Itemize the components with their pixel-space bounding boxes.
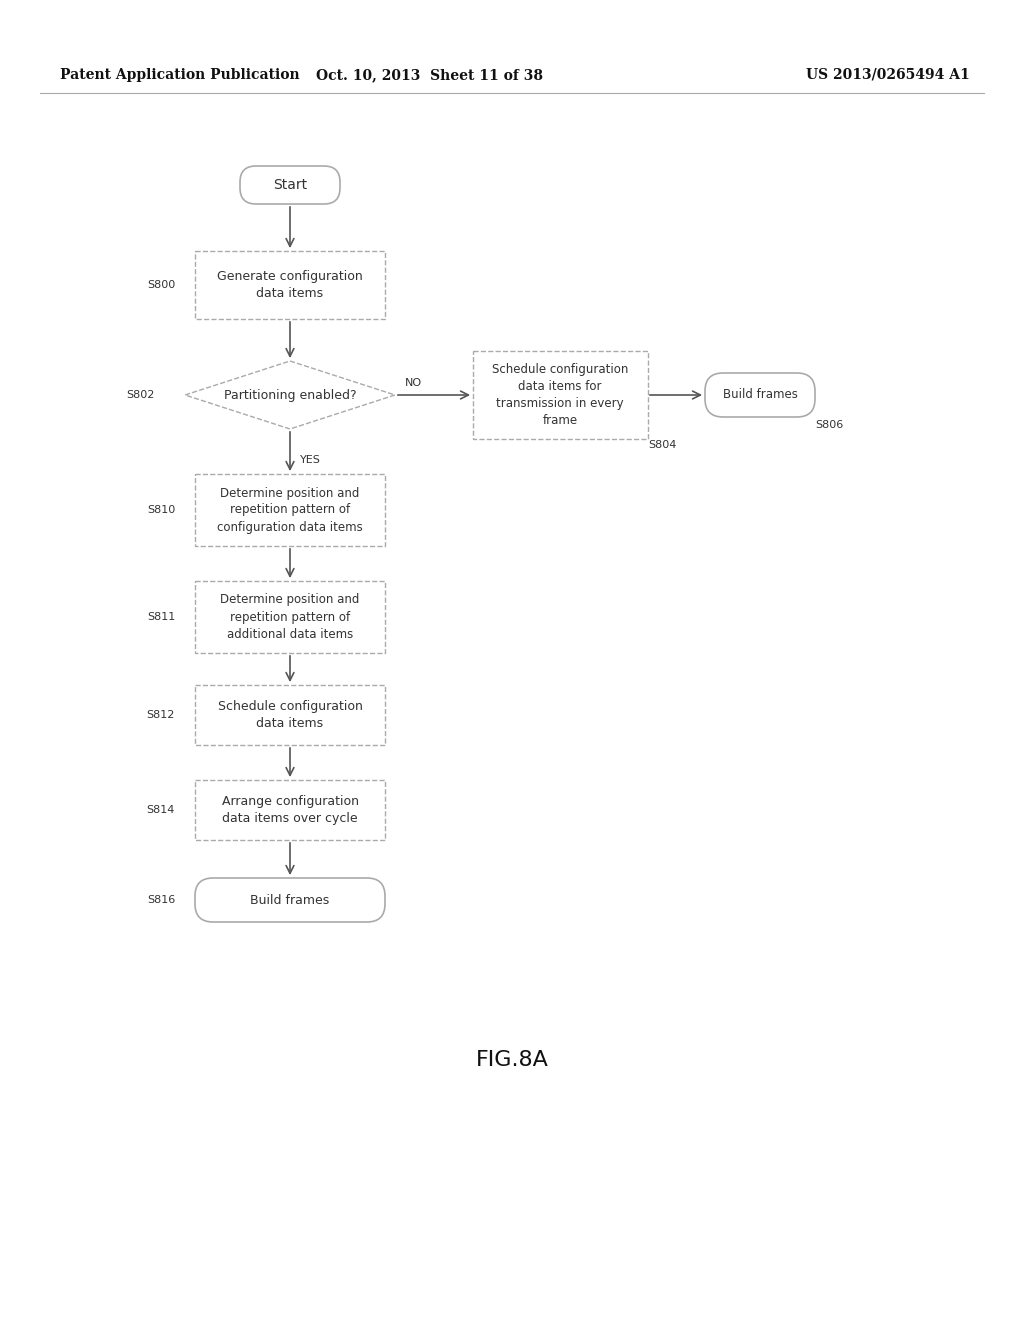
Text: Partitioning enabled?: Partitioning enabled? [223, 388, 356, 401]
FancyBboxPatch shape [195, 878, 385, 921]
Bar [195, 780, 385, 840]
Text: Start: Start [273, 178, 307, 191]
Bar [195, 685, 385, 744]
Text: S811: S811 [146, 612, 175, 622]
Text: S800: S800 [146, 280, 175, 290]
Text: S810: S810 [146, 506, 175, 515]
FancyBboxPatch shape [705, 374, 815, 417]
Text: S812: S812 [146, 710, 175, 719]
Text: Build frames: Build frames [251, 894, 330, 907]
Text: S814: S814 [146, 805, 175, 814]
Bar [195, 474, 385, 546]
Text: Patent Application Publication: Patent Application Publication [60, 69, 300, 82]
FancyBboxPatch shape [240, 166, 340, 205]
Text: S802: S802 [127, 389, 155, 400]
Text: S816: S816 [146, 895, 175, 906]
Text: Schedule configuration
data items: Schedule configuration data items [217, 700, 362, 730]
Polygon shape [185, 360, 395, 429]
Bar [195, 581, 385, 653]
Text: FIG.8A: FIG.8A [475, 1049, 549, 1071]
Text: S804: S804 [648, 440, 677, 450]
Text: Schedule configuration
data items for
transmission in every
frame: Schedule configuration data items for tr… [492, 363, 628, 426]
Text: Arrange configuration
data items over cycle: Arrange configuration data items over cy… [221, 795, 358, 825]
Text: YES: YES [300, 455, 321, 465]
Text: Determine position and
repetition pattern of
additional data items: Determine position and repetition patter… [220, 594, 359, 640]
Text: Determine position and
repetition pattern of
configuration data items: Determine position and repetition patter… [217, 487, 362, 533]
Text: Oct. 10, 2013  Sheet 11 of 38: Oct. 10, 2013 Sheet 11 of 38 [316, 69, 544, 82]
Text: NO: NO [406, 378, 422, 388]
Text: Build frames: Build frames [723, 388, 798, 401]
Text: Generate configuration
data items: Generate configuration data items [217, 271, 362, 300]
Bar [472, 351, 647, 440]
Text: US 2013/0265494 A1: US 2013/0265494 A1 [806, 69, 970, 82]
Bar [195, 251, 385, 319]
Text: S806: S806 [815, 420, 843, 430]
